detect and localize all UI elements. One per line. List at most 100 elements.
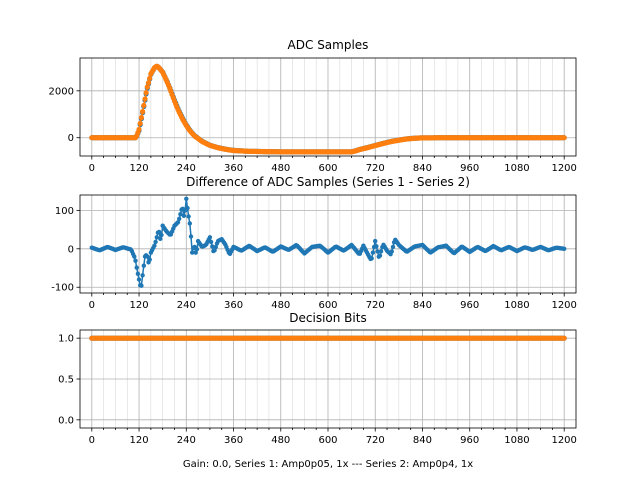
difference-title: Difference of ADC Samples (Series 1 - Se… xyxy=(186,175,470,189)
x-tick-label: 480 xyxy=(271,300,290,311)
x-tick-label: 0 xyxy=(89,163,95,174)
series-point xyxy=(377,253,383,258)
x-tick-label: 120 xyxy=(130,300,149,311)
y-tick-label: 0.0 xyxy=(58,415,74,426)
x-tick-label: 360 xyxy=(224,163,243,174)
x-tick-label: 1200 xyxy=(551,300,576,311)
series-point xyxy=(154,235,159,240)
y-tick-label: 100 xyxy=(55,206,74,217)
x-tick-label: 240 xyxy=(177,435,196,446)
x-tick-label: 840 xyxy=(413,163,432,174)
x-tick-label: 0 xyxy=(89,300,95,311)
series-point xyxy=(190,250,195,255)
y-tick-label: 0.5 xyxy=(58,375,74,386)
series-point xyxy=(212,248,217,253)
x-tick-label: 960 xyxy=(460,435,479,446)
series-point xyxy=(136,126,142,133)
series-point xyxy=(178,212,183,217)
series-point xyxy=(153,239,158,245)
x-tick-label: 960 xyxy=(460,300,479,311)
series-point xyxy=(194,247,200,252)
series-point xyxy=(158,236,163,241)
x-tick-label: 360 xyxy=(224,300,243,311)
series-point xyxy=(193,250,198,255)
difference-panel: Difference of ADC Samples (Series 1 - Se… xyxy=(51,175,577,311)
y-tick-label: 1.0 xyxy=(58,334,74,345)
series-point xyxy=(213,244,218,250)
x-tick-label: 480 xyxy=(271,435,290,446)
x-tick-label: 720 xyxy=(366,300,385,311)
series-point xyxy=(152,243,157,248)
x-tick-label: 1080 xyxy=(504,300,529,311)
series-point xyxy=(138,115,144,121)
series-point xyxy=(142,96,148,102)
x-tick-label: 720 xyxy=(366,435,385,446)
series-point xyxy=(207,235,213,240)
x-tick-label: 720 xyxy=(366,163,385,174)
adc-samples-title: ADC Samples xyxy=(288,38,369,52)
series-point xyxy=(187,221,192,226)
series-point xyxy=(144,84,150,90)
y-tick-label: -100 xyxy=(51,283,74,294)
y-tick-label: 0 xyxy=(68,244,74,255)
series-point xyxy=(186,214,191,219)
series-point xyxy=(159,232,164,238)
x-tick-label: 360 xyxy=(224,435,243,446)
series-point xyxy=(139,283,144,288)
series-point xyxy=(145,80,152,86)
series-point xyxy=(181,213,187,218)
series-point xyxy=(188,234,194,239)
y-tick-label: 2000 xyxy=(49,86,74,97)
series-point xyxy=(185,205,190,211)
x-tick-label: 960 xyxy=(460,163,479,174)
series-point xyxy=(369,256,374,261)
x-tick-label: 840 xyxy=(413,435,432,446)
series-point xyxy=(140,273,145,278)
series-point xyxy=(184,196,189,201)
series-point xyxy=(133,258,138,263)
x-tick-label: 600 xyxy=(318,300,337,311)
series-point xyxy=(561,135,567,141)
x-tick-label: 1200 xyxy=(551,163,576,174)
series-point xyxy=(210,244,215,249)
x-tick-label: 840 xyxy=(413,300,432,311)
series-point xyxy=(135,271,141,276)
x-tick-label: 120 xyxy=(130,435,149,446)
series-point xyxy=(134,265,139,270)
series-point xyxy=(373,238,378,244)
decision-bits-title: Decision Bits xyxy=(289,311,366,325)
series-point xyxy=(177,216,182,221)
series-point xyxy=(145,254,150,259)
x-tick-label: 1080 xyxy=(504,163,529,174)
x-tick-label: 1080 xyxy=(504,435,529,446)
x-tick-label: 240 xyxy=(177,163,196,174)
series-point xyxy=(136,277,142,282)
series-point xyxy=(561,335,567,341)
y-tick-label: 0 xyxy=(68,133,74,144)
series-point xyxy=(175,220,181,225)
series-point xyxy=(389,249,394,254)
x-tick-label: 480 xyxy=(271,163,290,174)
series-point xyxy=(156,229,162,235)
series-point xyxy=(132,254,137,259)
series-point xyxy=(147,257,152,262)
series-point xyxy=(375,249,380,254)
series-point xyxy=(140,109,146,115)
x-tick-label: 0 xyxy=(89,435,95,446)
series-point xyxy=(208,239,214,245)
x-tick-label: 600 xyxy=(318,163,337,174)
series-point xyxy=(147,75,153,81)
series-point xyxy=(374,244,379,249)
series-point xyxy=(562,246,567,251)
x-tick-label: 1200 xyxy=(551,435,576,446)
x-tick-label: 600 xyxy=(318,435,337,446)
series-point xyxy=(370,250,376,255)
series-point xyxy=(390,244,396,250)
x-tick-label: 240 xyxy=(177,300,196,311)
series-point xyxy=(378,249,384,254)
decision-bits-panel: Decision Bits 0 120 240 360 480 600 720 840 960 1… xyxy=(58,311,577,470)
decision-bits-xlabel: Gain: 0.0, Series 1: Amp0p05, 1x --- Ser… xyxy=(183,459,473,470)
x-tick-label: 120 xyxy=(130,163,149,174)
series-point xyxy=(141,102,147,108)
series-point xyxy=(141,263,146,268)
